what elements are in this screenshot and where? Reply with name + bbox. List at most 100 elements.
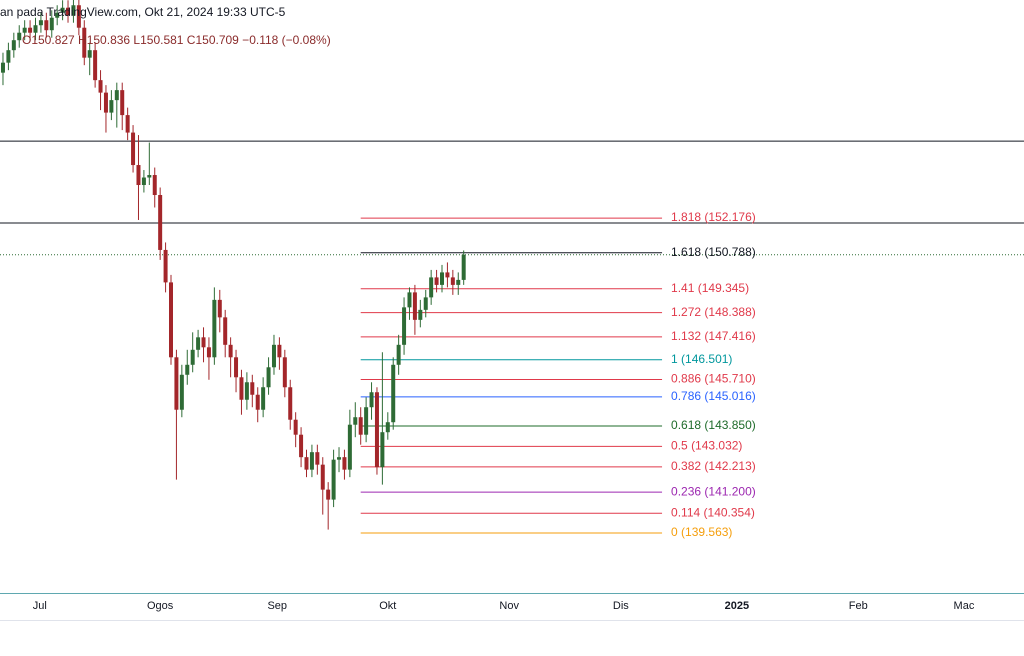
fib-label: 1.618 (150.788) — [671, 245, 756, 259]
fib-label: 0.236 (141.200) — [671, 484, 756, 498]
candle-body — [412, 292, 417, 320]
candle-body — [369, 392, 374, 408]
candle-body — [423, 297, 428, 310]
candle-body — [223, 317, 228, 345]
candle-body — [169, 282, 174, 358]
candle-body — [299, 434, 304, 458]
candle-body — [125, 115, 130, 133]
candle-body — [87, 50, 92, 58]
fib-label: 1 (146.501) — [671, 352, 732, 366]
candle-body — [120, 90, 125, 116]
x-tick-label: 2025 — [725, 600, 749, 612]
candle-body — [331, 459, 336, 500]
fib-label: 0.786 (145.016) — [671, 389, 756, 403]
candle-body — [228, 344, 233, 358]
candle-body — [6, 50, 11, 63]
x-tick-label: Nov — [499, 600, 519, 612]
fib-label: 0 (139.563) — [671, 525, 732, 539]
fib-label: 0.5 (143.032) — [671, 439, 742, 453]
candle-body — [342, 457, 347, 470]
candle-body — [131, 132, 136, 166]
candle-body — [190, 349, 195, 365]
candle-body — [174, 357, 179, 410]
candle-body — [450, 277, 455, 285]
plot: 1.818 (152.176) 1.618 (150.788) 1.41 (149.… — [0, 0, 1024, 539]
candle-body — [185, 364, 190, 375]
candle-body — [407, 292, 412, 308]
candle-body — [66, 7, 71, 16]
candle-body — [374, 392, 379, 468]
candle-body — [239, 377, 244, 400]
fib-label: 0.382 (142.213) — [671, 459, 756, 473]
candle-body — [234, 357, 239, 378]
candle-body — [147, 175, 152, 178]
candle-body — [266, 367, 271, 388]
candle-body — [109, 100, 114, 113]
candle-body — [201, 337, 206, 348]
fib-label: 0.114 (140.354) — [671, 505, 755, 519]
fib-label: 0.618 (143.850) — [671, 418, 756, 432]
candle-body — [179, 374, 184, 410]
candle-body — [288, 387, 293, 420]
candle-body — [304, 457, 309, 470]
candle-body — [22, 27, 27, 33]
candle-body — [456, 279, 461, 285]
candle-body — [364, 407, 369, 435]
candle-body — [337, 457, 342, 460]
x-tick-label: Ogos — [147, 600, 174, 612]
candle-body — [255, 394, 260, 410]
candle-body — [309, 452, 314, 470]
candle-body — [0, 62, 5, 73]
candle-body — [163, 249, 168, 283]
candle-body — [445, 272, 450, 278]
candle-body — [461, 254, 466, 280]
candle-body — [326, 489, 331, 500]
header-source: an pada TradingView.com, Okt 21, 2024 19… — [0, 5, 286, 19]
candle-body — [44, 20, 49, 31]
candle-body — [60, 7, 65, 13]
candle-body — [76, 5, 81, 28]
x-tick-label: Dis — [613, 600, 629, 612]
x-tick-label: Okt — [379, 600, 396, 612]
candle-body — [49, 17, 54, 31]
candle-body — [440, 272, 445, 285]
candle-body — [82, 27, 87, 58]
candle-body — [353, 417, 358, 425]
candle-body — [11, 40, 16, 51]
candle-body — [158, 195, 163, 250]
candle-body — [347, 424, 352, 470]
candle-body — [320, 464, 325, 490]
fib-label: 1.132 (147.416) — [671, 329, 756, 343]
candle-body — [33, 25, 38, 33]
candle-body — [71, 5, 76, 16]
candle-body — [244, 382, 249, 400]
candle-body — [141, 177, 146, 186]
candle-body — [28, 27, 33, 33]
candle-body — [391, 364, 396, 423]
candle-body — [114, 90, 119, 101]
candle-body — [271, 344, 276, 368]
candle-body — [282, 357, 287, 388]
x-tick-label: Jul — [33, 600, 47, 612]
header-ohlc: O150.827 H150.836 L150.581 C150.709 −0.1… — [22, 33, 331, 47]
candle-body — [261, 387, 266, 410]
candle-body — [396, 344, 401, 365]
x-tick-label: Mac — [954, 600, 975, 612]
candle-body — [402, 307, 407, 345]
candle-body — [17, 32, 22, 41]
candle-body — [152, 175, 157, 196]
x-tick-label: Feb — [849, 600, 868, 612]
candle-body — [55, 12, 60, 18]
candle-body — [250, 382, 255, 395]
fib-label: 1.818 (152.176) — [671, 210, 756, 224]
candle-body — [385, 422, 390, 433]
candle-body — [277, 344, 282, 358]
candle-body — [38, 20, 43, 26]
x-tick-label: Sep — [267, 600, 287, 612]
candle-body — [196, 337, 201, 350]
candle-body — [358, 417, 363, 435]
candle-body — [429, 277, 434, 298]
fib-label: 1.41 (149.345) — [671, 281, 749, 295]
